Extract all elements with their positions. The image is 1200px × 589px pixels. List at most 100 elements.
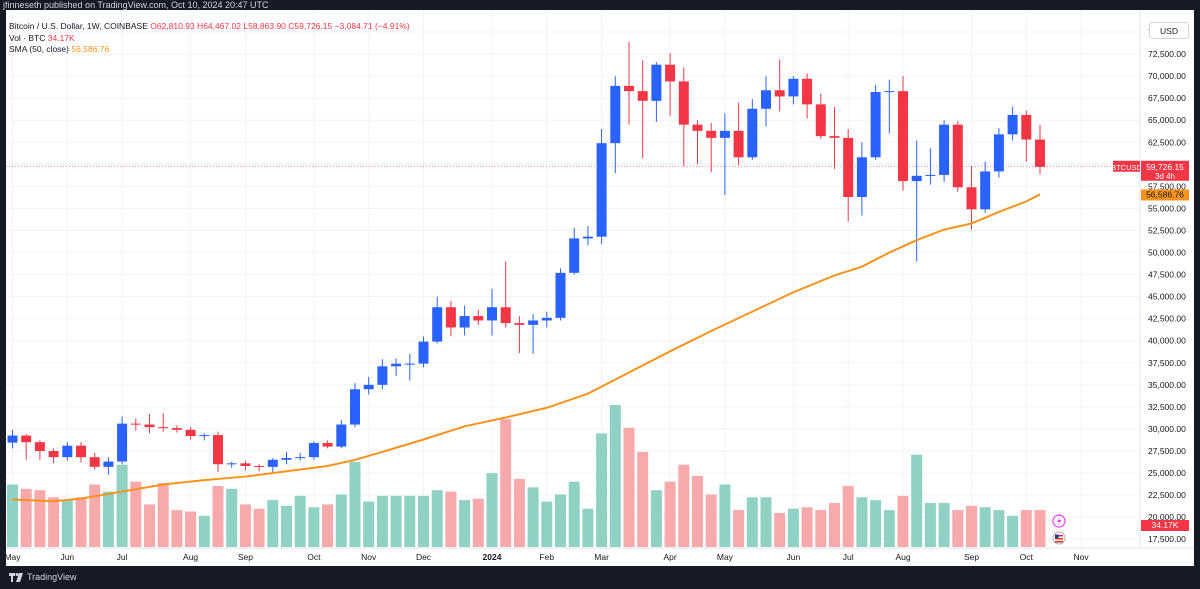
price-tick-label: 50,000.00	[1148, 248, 1186, 258]
legend-symbol[interactable]: Bitcoin / U.S. Dollar, 1W, COINBASE	[9, 21, 148, 31]
volume-tag	[1141, 520, 1189, 531]
volume-bar	[20, 488, 32, 547]
candle-body	[952, 124, 963, 188]
volume-bar	[842, 485, 854, 547]
time-tick-label: Jun	[787, 552, 801, 562]
price-tick-label: 72,500.00	[1148, 49, 1186, 59]
last-price-tag	[1141, 160, 1189, 181]
time-tick-label: Aug	[183, 552, 198, 562]
tradingview-logo[interactable]: TradingView	[9, 572, 77, 582]
volume-bar	[760, 497, 772, 547]
flag-stripe-icon	[1055, 541, 1063, 543]
volume-bar	[692, 476, 703, 547]
candle-body	[870, 92, 881, 158]
volume-bar	[281, 505, 292, 547]
volume-bar	[787, 508, 799, 547]
price-tick-label: 70,000.00	[1148, 71, 1186, 81]
candle-body	[213, 435, 223, 465]
time-tick-label: Jun	[60, 552, 74, 562]
candle-body	[747, 108, 758, 158]
volume-bar	[582, 508, 594, 547]
legend-volume-row: Vol · BTC 34.17K	[9, 33, 410, 45]
symbol-tag-label: BTCUSD	[1111, 163, 1142, 172]
volume-bar	[966, 505, 977, 547]
candle-body	[898, 91, 908, 182]
candle-body	[144, 424, 155, 428]
candle-body	[171, 428, 182, 430]
candle-body	[103, 461, 114, 467]
candle-body	[993, 134, 1004, 172]
price-tick-label: 47,500.00	[1148, 270, 1186, 280]
volume-bar	[1007, 515, 1019, 547]
price-tick-label: 52,500.00	[1148, 225, 1186, 235]
sma-line	[12, 193, 1041, 503]
candle-body	[1021, 114, 1032, 140]
candle-body	[980, 171, 991, 210]
price-chart[interactable]: 17,500.00 20,000.00 22,500.00 25,000.00 27,5…	[6, 10, 1194, 566]
time-tick-label: Oct	[307, 552, 321, 562]
candle-body	[418, 341, 429, 364]
volume-bar	[61, 500, 73, 547]
candle-body	[7, 435, 18, 443]
volume-bar	[527, 487, 539, 547]
candle-body	[62, 445, 73, 458]
volume-bar	[349, 461, 361, 547]
price-tick-label: 65,000.00	[1148, 115, 1186, 125]
candle-body	[487, 307, 497, 321]
candle-body	[404, 363, 415, 365]
volume-bar	[801, 507, 813, 547]
price-tick-label: 42,500.00	[1148, 314, 1186, 324]
candle-body	[788, 78, 799, 97]
volume-bar	[897, 495, 909, 547]
volume-bar	[911, 454, 923, 547]
candle-body	[281, 458, 292, 460]
publish-text: jfinneseth published on TradingView.com,…	[3, 0, 269, 10]
volume-bar	[445, 491, 457, 547]
sma-tag-value: 56,586.76	[1146, 189, 1184, 199]
candle-body	[322, 443, 333, 447]
volume-bar	[815, 510, 827, 547]
volume-bar	[924, 502, 936, 547]
currency-button[interactable]: USD	[1149, 22, 1189, 39]
legend-sma-value: 56,586.76	[71, 44, 110, 54]
volume-bar	[664, 481, 676, 547]
candle-body	[843, 137, 854, 197]
candle-body	[692, 124, 703, 131]
candle-body	[89, 457, 100, 467]
volume-bar	[7, 484, 18, 547]
candle-body	[350, 389, 360, 425]
candle-body	[911, 175, 922, 182]
candle-body	[541, 317, 552, 321]
volume-bar	[102, 491, 114, 547]
legend-vol-label[interactable]: Vol · BTC	[9, 32, 46, 43]
candle-body	[377, 366, 388, 385]
candle-body	[925, 174, 936, 176]
candle-body	[706, 130, 717, 138]
volume-bar	[294, 495, 306, 547]
price-tick-label: 17,500.00	[1148, 534, 1186, 544]
flag-stripe-icon	[1055, 535, 1063, 537]
candle-body	[582, 236, 593, 239]
candle-body	[939, 124, 950, 175]
price-tick-label: 67,500.00	[1148, 93, 1186, 103]
price-tick-label: 37,500.00	[1148, 358, 1186, 368]
candle-body	[528, 320, 539, 325]
candle-body	[966, 187, 977, 210]
price-tick-label: 32,500.00	[1148, 402, 1186, 412]
legend-symbol-row: Bitcoin / U.S. Dollar, 1W, COINBASE O62,…	[9, 21, 410, 33]
candle-body	[637, 91, 648, 101]
candle-body	[1007, 114, 1018, 135]
tradingview-icon	[9, 572, 23, 582]
candle-body	[130, 423, 141, 425]
volume-bar	[116, 464, 128, 547]
symbol-tag	[1113, 160, 1140, 172]
time-tick-label: Nov	[361, 552, 377, 562]
volume-bar	[705, 494, 717, 547]
legend-sma-label[interactable]: SMA (50, close)	[9, 44, 69, 54]
candle-body	[733, 130, 744, 158]
flag-canton-icon	[1055, 534, 1059, 538]
last-price-value: 59,726.15	[1146, 162, 1184, 172]
publish-header: jfinneseth published on TradingView.com,…	[0, 0, 1200, 10]
candle-body	[719, 130, 730, 138]
time-tick-label: Mar	[594, 552, 609, 562]
